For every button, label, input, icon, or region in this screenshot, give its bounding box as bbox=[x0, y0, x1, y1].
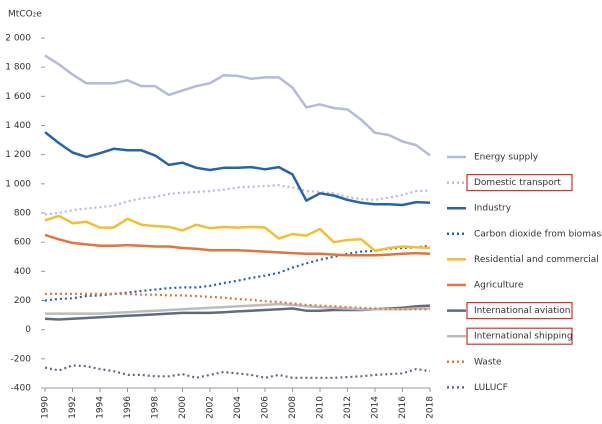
legend-label: Domestic transport bbox=[474, 178, 561, 188]
series-line bbox=[44, 244, 431, 302]
legend-label: International shipping bbox=[474, 332, 573, 342]
series-line bbox=[44, 184, 431, 216]
series-line bbox=[44, 214, 431, 253]
x-tick-label: 1996 bbox=[123, 396, 133, 419]
x-tick-label: 2002 bbox=[206, 396, 216, 419]
y-tick-label: 2 000 bbox=[5, 34, 31, 44]
y-tick-label: 800 bbox=[14, 209, 31, 219]
y-tick-label: 1 000 bbox=[5, 179, 31, 189]
legend-label: International aviation bbox=[474, 306, 570, 316]
x-tick-label: 2000 bbox=[178, 396, 188, 419]
x-tick-label: 1994 bbox=[96, 396, 106, 419]
series-line bbox=[44, 131, 431, 207]
series-line bbox=[45, 292, 430, 311]
y-tick-label: 400 bbox=[14, 267, 31, 277]
y-tick-label: 0 bbox=[25, 325, 31, 335]
series-line bbox=[44, 233, 431, 257]
legend-label: Energy supply bbox=[474, 153, 539, 163]
legend-highlight bbox=[466, 302, 573, 320]
y-tick-label: 1 800 bbox=[5, 63, 31, 73]
legend-label: Industry bbox=[474, 204, 512, 214]
legend-label: Residential and commercial bbox=[474, 255, 599, 265]
y-axis-label: MtCO₂e bbox=[8, 10, 42, 20]
x-tick-label: 2010 bbox=[316, 396, 326, 419]
x-tick-label: 2012 bbox=[343, 396, 353, 419]
y-tick-label: 600 bbox=[14, 238, 31, 248]
legend-highlight bbox=[466, 327, 573, 345]
legend-label: Agriculture bbox=[474, 281, 524, 291]
y-tick-label: 1 400 bbox=[5, 121, 31, 131]
y-tick-label: -200 bbox=[11, 354, 32, 364]
series-line bbox=[44, 364, 431, 379]
y-tick-label: 1 600 bbox=[5, 92, 31, 102]
legend-label: Waste bbox=[474, 357, 502, 367]
y-tick-label: 200 bbox=[14, 296, 31, 306]
series-line bbox=[44, 54, 431, 157]
x-tick-label: 2004 bbox=[233, 396, 243, 419]
x-tick-label: 2006 bbox=[261, 396, 271, 419]
y-tick-label: 1 200 bbox=[5, 150, 31, 160]
y-tick-label: -400 bbox=[11, 384, 32, 394]
x-tick-label: 1992 bbox=[68, 396, 78, 419]
legend-label: LULUCF bbox=[474, 383, 508, 393]
series-line bbox=[45, 302, 430, 315]
legend-label: Carbon dioxide from biomass bbox=[474, 229, 602, 239]
x-tick-label: 2008 bbox=[288, 396, 298, 419]
x-tick-label: 1990 bbox=[41, 396, 51, 419]
legend-highlight bbox=[466, 174, 573, 192]
x-tick-label: 1998 bbox=[151, 396, 161, 419]
x-tick-label: 2016 bbox=[398, 396, 408, 419]
x-tick-label: 2018 bbox=[426, 396, 436, 419]
x-tick-label: 2014 bbox=[371, 396, 381, 419]
